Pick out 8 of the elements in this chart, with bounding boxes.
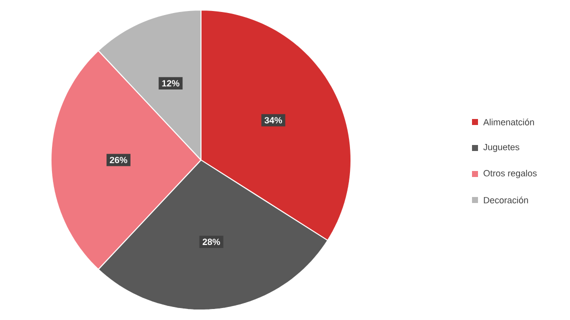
legend-label: Alimenatción xyxy=(483,118,534,126)
data-label: 34% xyxy=(264,117,282,124)
data-label: 28% xyxy=(202,238,220,246)
legend-label: Juguetes xyxy=(483,144,520,152)
legend-label: Otros regalos xyxy=(484,170,537,178)
legend-label: Decoración xyxy=(484,196,528,204)
data-label: 12% xyxy=(162,80,180,86)
data-label: 26% xyxy=(110,156,128,164)
